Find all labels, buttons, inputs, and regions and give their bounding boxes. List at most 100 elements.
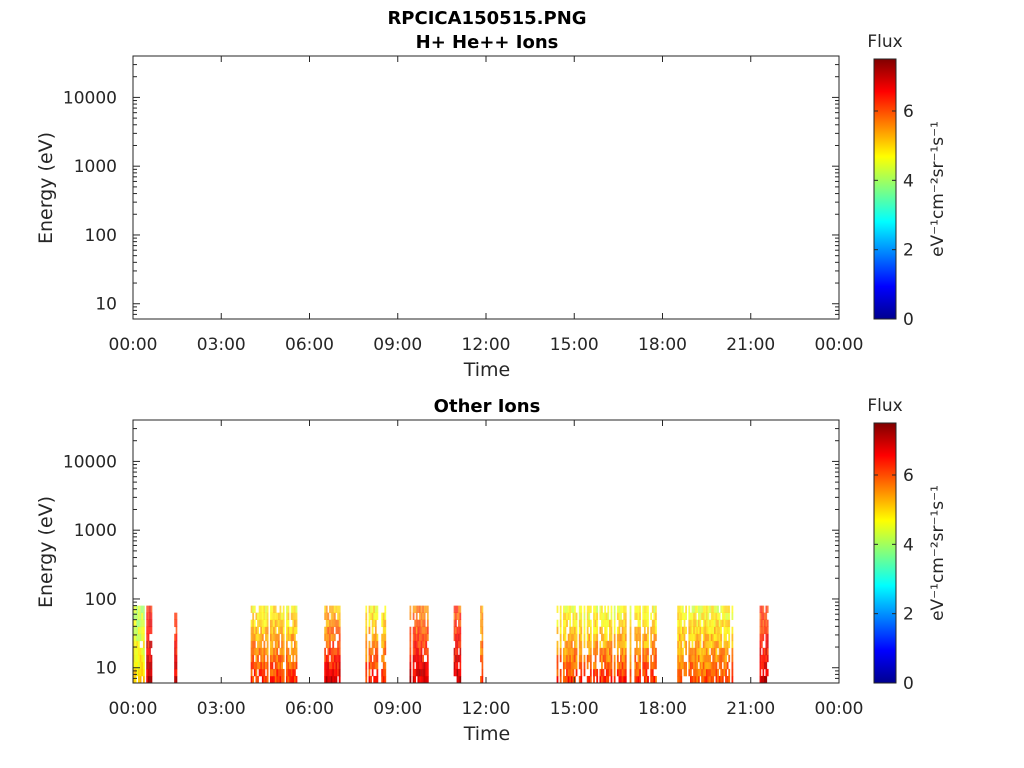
flux-cell bbox=[689, 675, 692, 684]
flux-cell bbox=[426, 654, 429, 663]
flux-cell bbox=[368, 605, 371, 613]
flux-cell bbox=[382, 668, 385, 677]
flux-cell bbox=[620, 612, 622, 620]
flux-cell bbox=[697, 668, 700, 677]
flux-cell bbox=[175, 633, 178, 642]
flux-cell bbox=[578, 654, 581, 663]
flux-cell bbox=[624, 654, 627, 663]
flux-cell bbox=[290, 612, 293, 620]
flux-cell bbox=[420, 654, 423, 663]
flux-cell bbox=[417, 675, 420, 684]
flux-cell bbox=[564, 647, 567, 656]
flux-cell bbox=[718, 626, 721, 635]
flux-cell bbox=[263, 640, 266, 649]
flux-cell bbox=[136, 626, 139, 635]
x-tick-label: 09:00 bbox=[373, 699, 422, 719]
flux-cell bbox=[731, 605, 734, 613]
flux-cell bbox=[578, 633, 581, 642]
flux-cell bbox=[645, 661, 648, 670]
flux-cell bbox=[688, 668, 691, 677]
flux-cell bbox=[295, 640, 298, 649]
flux-cell bbox=[142, 668, 145, 677]
flux-cell bbox=[572, 605, 575, 613]
flux-cell bbox=[422, 633, 424, 642]
flux-cell bbox=[420, 675, 423, 684]
flux-cell bbox=[257, 640, 259, 649]
flux-cell bbox=[137, 626, 140, 635]
flux-cell bbox=[141, 626, 144, 635]
flux-cell bbox=[295, 647, 298, 656]
flux-cell bbox=[250, 661, 253, 670]
flux-cell bbox=[685, 668, 687, 677]
flux-cell bbox=[685, 647, 687, 656]
flux-cell bbox=[420, 605, 423, 613]
flux-cell bbox=[459, 654, 462, 663]
flux-cell bbox=[651, 605, 654, 613]
flux-cell bbox=[327, 633, 330, 642]
flux-cell bbox=[147, 612, 150, 620]
flux-cell bbox=[175, 647, 178, 656]
flux-cell bbox=[681, 647, 684, 656]
flux-cell bbox=[707, 661, 710, 670]
flux-cell bbox=[589, 605, 592, 613]
flux-cell bbox=[281, 612, 283, 620]
flux-cell bbox=[707, 675, 710, 684]
flux-cell bbox=[639, 675, 641, 684]
flux-cell bbox=[572, 619, 575, 628]
flux-cell bbox=[481, 626, 484, 635]
flux-cell bbox=[481, 619, 484, 628]
flux-cell bbox=[621, 654, 624, 663]
flux-cell bbox=[712, 675, 715, 684]
flux-cell bbox=[688, 626, 691, 635]
flux-cell bbox=[414, 640, 417, 649]
flux-cell bbox=[136, 654, 139, 663]
flux-cell bbox=[414, 633, 417, 642]
flux-cell bbox=[285, 633, 288, 642]
flux-cell bbox=[141, 619, 144, 628]
flux-cell bbox=[763, 612, 766, 620]
flux-cell bbox=[422, 605, 424, 613]
flux-cell bbox=[368, 626, 371, 635]
flux-cell bbox=[705, 654, 708, 663]
flux-cell bbox=[459, 647, 462, 656]
flux-cell bbox=[604, 640, 607, 649]
flux-cell bbox=[255, 661, 258, 670]
flux-cell bbox=[290, 605, 293, 613]
flux-cell bbox=[564, 612, 567, 620]
flux-cell bbox=[717, 626, 719, 635]
flux-cell bbox=[453, 633, 456, 642]
flux-cell bbox=[252, 612, 255, 620]
flux-cell bbox=[376, 640, 379, 649]
flux-cell bbox=[713, 633, 716, 642]
flux-cell bbox=[704, 626, 707, 635]
flux-cell bbox=[175, 640, 178, 649]
flux-cell bbox=[574, 612, 576, 620]
flux-cell bbox=[425, 675, 428, 684]
flux-cell bbox=[134, 612, 137, 620]
flux-cell bbox=[371, 661, 374, 670]
flux-cell bbox=[365, 668, 368, 677]
flux-cell bbox=[258, 661, 261, 670]
flux-cell bbox=[333, 668, 336, 677]
flux-cell bbox=[728, 633, 731, 642]
flux-cell bbox=[338, 619, 341, 628]
flux-cell bbox=[586, 626, 589, 635]
flux-cell bbox=[718, 654, 721, 663]
flux-cell bbox=[149, 668, 151, 677]
flux-cell bbox=[709, 661, 711, 670]
flux-cell bbox=[271, 640, 274, 649]
flux-cell bbox=[414, 654, 417, 663]
flux-cell bbox=[696, 640, 699, 649]
flux-cell bbox=[697, 675, 700, 684]
flux-interval-6 bbox=[365, 605, 387, 684]
flux-cell bbox=[417, 647, 420, 656]
flux-cell bbox=[578, 619, 581, 628]
flux-cell bbox=[596, 668, 599, 677]
flux-cell bbox=[426, 605, 429, 613]
flux-cell bbox=[374, 661, 377, 670]
flux-cell bbox=[589, 661, 592, 670]
flux-cell bbox=[409, 661, 412, 670]
flux-cell bbox=[694, 654, 697, 663]
flux-cell bbox=[766, 654, 769, 663]
colorbar-tick-label: 0 bbox=[903, 674, 914, 694]
